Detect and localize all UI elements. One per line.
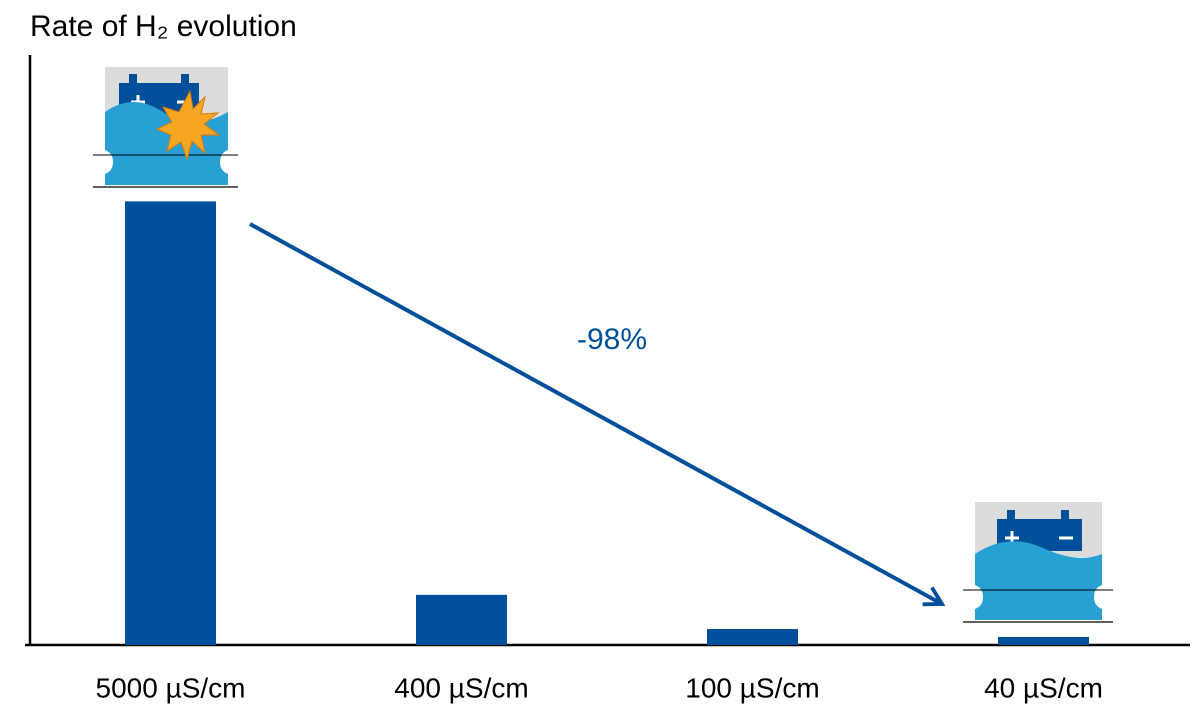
battery-icon [963,502,1113,622]
chart: Rate of H₂ evolution -98% 5000 µS/cm 400 … [0,0,1204,710]
trend-arrow [250,224,942,604]
x-tick-label: 400 µS/cm [394,672,528,703]
bar [707,629,798,645]
battery-icon [93,67,238,187]
bar [416,595,507,645]
annotation: -98% [577,323,647,356]
x-tick-label: 100 µS/cm [685,672,819,703]
chart-title: Rate of H₂ evolution [30,10,297,43]
x-tick-label: 5000 µS/cm [96,672,246,703]
bar [125,201,216,645]
bar [998,637,1089,645]
x-tick-label: 40 µS/cm [984,672,1103,703]
